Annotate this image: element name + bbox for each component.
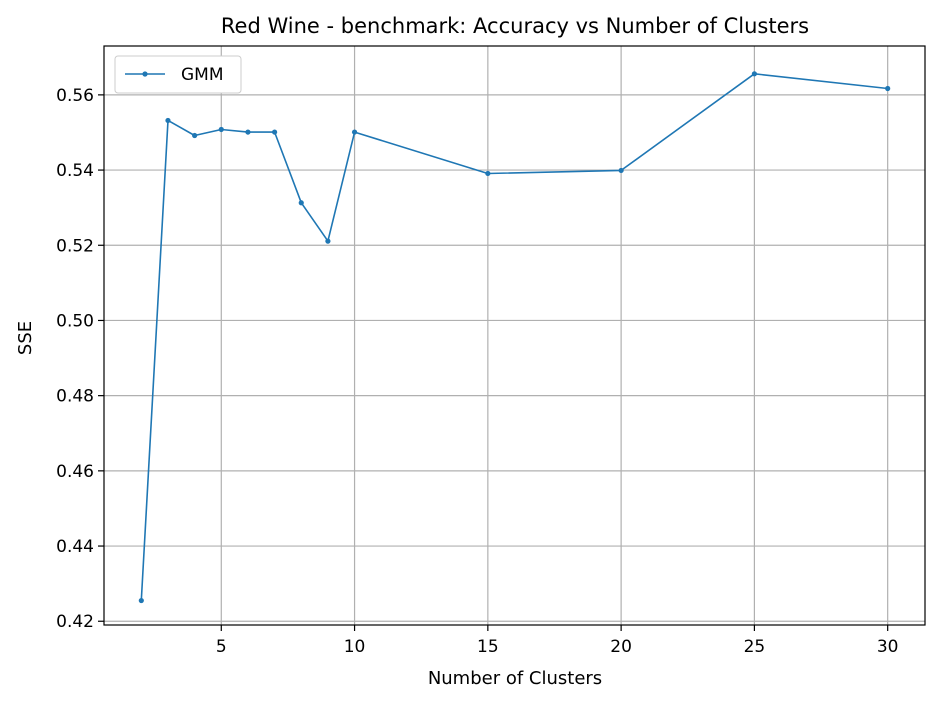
data-point — [271, 129, 278, 135]
legend-marker-gmm — [142, 71, 148, 77]
data-point — [218, 126, 224, 133]
y-tick-label: 0.46 — [56, 462, 94, 482]
plot-area-frame — [103, 45, 926, 626]
x-tick-label: 25 — [744, 637, 766, 657]
data-point — [751, 71, 758, 77]
data-point — [618, 167, 624, 174]
y-axis: 0.42 0.44 0.46 0.48 0.50 0.52 0.54 0.56 — [56, 86, 104, 632]
y-tick-label: 0.44 — [56, 537, 94, 557]
data-point — [165, 117, 171, 124]
x-tick-label: 5 — [216, 637, 227, 657]
y-axis-label: SSE — [15, 321, 36, 355]
legend-box — [114, 55, 242, 94]
chart-title: Red Wine - benchmark: Accuracy vs Number… — [221, 14, 809, 38]
legend: GMM — [114, 55, 242, 94]
x-tick-label: 20 — [610, 637, 632, 657]
x-axis: 5 10 15 20 25 30 — [216, 625, 899, 657]
y-tick-label: 0.50 — [56, 311, 94, 331]
y-tick-label: 0.56 — [56, 86, 94, 106]
data-point — [138, 597, 144, 604]
data-point — [885, 85, 891, 92]
legend-label-gmm: GMM — [181, 65, 224, 85]
data-point — [298, 200, 304, 206]
y-tick-label: 0.48 — [56, 387, 94, 407]
x-tick-label: 10 — [344, 637, 366, 657]
x-tick-label: 30 — [877, 637, 899, 657]
data-point — [351, 129, 358, 135]
y-tick-label: 0.42 — [56, 612, 94, 632]
data-point — [192, 132, 198, 139]
grid — [104, 46, 925, 625]
series-layer — [138, 71, 891, 604]
x-axis-label: Number of Clusters — [428, 668, 602, 689]
x-tick-label: 15 — [477, 637, 499, 657]
data-point — [485, 170, 491, 177]
data-point — [325, 238, 331, 244]
y-tick-label: 0.54 — [56, 161, 94, 181]
data-point — [245, 129, 251, 135]
y-tick-label: 0.52 — [56, 236, 94, 256]
